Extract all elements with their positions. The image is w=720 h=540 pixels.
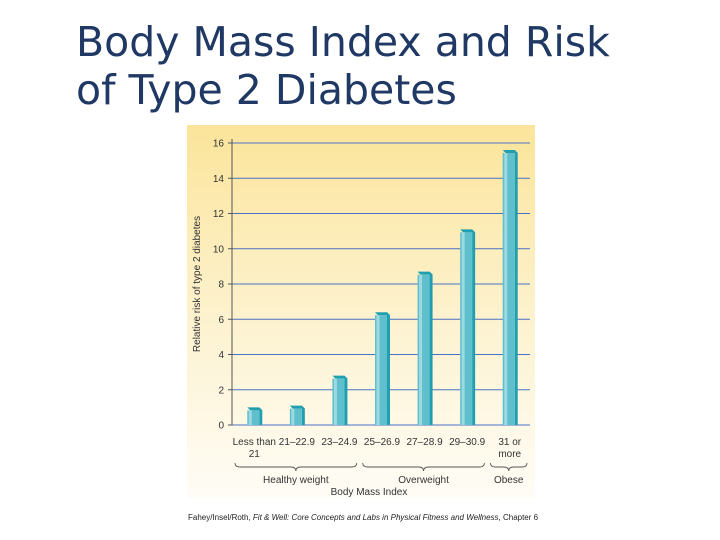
bar-top [502,150,518,154]
group-bracket [489,462,528,472]
x-tick-label: 31 or [498,437,521,448]
slide-title-line-2: of Type 2 Diabetes [76,66,457,114]
bar-side [259,407,263,425]
bar-side [344,375,348,425]
citation: Fahey/Insel/Roth, Fit & Well: Core Conce… [188,513,708,522]
group-label: Obese [494,475,524,486]
bar-top [375,312,390,316]
bar-side [429,271,433,425]
bar-side [301,405,305,425]
y-tick-label: 6 [218,315,224,326]
citation-chapter: , Chapter 6 [498,513,539,522]
y-tick-label: 12 [213,209,225,220]
bar-side [387,312,390,425]
y-tick-label: 0 [218,421,224,432]
group-label: Healthy weight [263,475,329,486]
slide-title: Body Mass Index and Risk of Type 2 Diabe… [76,18,706,114]
bar-highlight [419,274,423,425]
bar-highlight [291,408,295,425]
bmi-diabetes-figure: 0 2 4 6 8 10 12 14 16 Relative risk of type 2 dia… [187,125,535,498]
group-bracket [362,462,485,472]
x-tick-label: 23–24.9 [321,437,358,448]
bar-highlight [248,410,252,425]
x-tick-label: 21–22.9 [279,437,316,448]
group-bracket [234,462,358,472]
bar-top [247,407,263,411]
bar-top [289,405,305,409]
bar-highlight [461,232,465,425]
y-tick-label: 2 [218,385,224,396]
bar-highlight [333,378,337,425]
bar-top [332,375,348,379]
bar-side [514,150,518,426]
bar-side [472,229,476,425]
slide-title-line-1: Body Mass Index and Risk [76,18,610,66]
x-tick-label: more [498,449,521,460]
x-tick-label: 29–30.9 [449,437,486,448]
x-tick-label: 25–26.9 [364,437,401,448]
citation-authors: Fahey/Insel/Roth, [188,513,253,522]
y-tick-label: 4 [218,350,224,361]
bar-top [417,271,433,275]
chart-background [187,125,535,498]
bar-highlight [376,315,380,425]
bar-chart: 0 2 4 6 8 10 12 14 16 Relative risk of type 2 dia… [187,125,535,498]
x-axis-label: Body Mass Index [331,487,408,498]
x-tick-label: 27–28.9 [406,437,443,448]
bar-top [460,229,476,233]
y-axis-label: Relative risk of type 2 diabetes [192,216,203,352]
group-label: Overweight [398,475,449,486]
x-tick-label: Less than [233,437,276,448]
x-tick-label: 21 [249,449,261,460]
y-tick-label: 10 [213,244,225,255]
y-tick-label: 16 [213,139,225,150]
citation-book-title: Fit & Well: Core Concepts and Labs in Ph… [252,513,499,522]
y-tick-label: 8 [218,280,224,291]
y-tick-label: 14 [213,174,225,185]
bar-highlight [504,153,508,426]
